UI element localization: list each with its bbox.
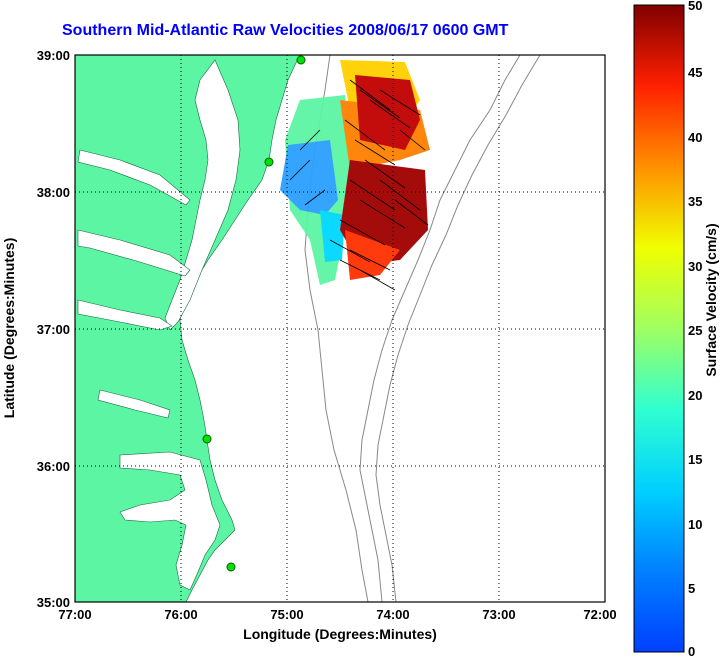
- x-tick-label: 75:00: [270, 607, 303, 622]
- colorbar-label: Surface Velocity (cm/s): [703, 223, 719, 376]
- radar-site-marker: [296, 55, 306, 65]
- velocity-vectors: [289, 79, 429, 291]
- y-tick-label: 38:00: [37, 185, 70, 200]
- colorbar-tick: 25: [688, 323, 702, 338]
- colorbar-tick: 45: [688, 65, 702, 80]
- colorbar-tick: 40: [688, 130, 702, 145]
- colorbar-tick: 50: [688, 0, 702, 13]
- x-tick-label: 72:00: [583, 607, 616, 622]
- colorbar-tick: 15: [688, 452, 702, 467]
- x-tick-label: 74:00: [376, 607, 409, 622]
- colorbar-tick: 5: [688, 581, 695, 596]
- colorbar-tick: 0: [688, 644, 695, 659]
- y-tick-labels: 39:00 38:00 37:00 36:00 35:00: [37, 48, 70, 610]
- y-tick-label: 39:00: [37, 48, 70, 63]
- colorbar: [633, 4, 685, 653]
- colorbar-tick-labels: 50 45 40 35 30 25 20 15 10 5 0: [688, 0, 702, 659]
- x-axis-label: Longitude (Degrees:Minutes): [243, 626, 437, 642]
- plot-frame: [74, 54, 606, 603]
- y-axis-label: Latitude (Degrees:Minutes): [1, 238, 17, 418]
- chesapeake-bay: [164, 59, 241, 331]
- colorbar-tick: 35: [688, 194, 702, 209]
- x-tick-label: 73:00: [482, 607, 515, 622]
- radar-site-marker: [264, 157, 274, 167]
- x-tick-label: 77:00: [58, 607, 91, 622]
- colorbar-tick: 30: [688, 259, 702, 274]
- radar-site-marker: [226, 562, 236, 572]
- colorbar-tick: 20: [688, 388, 702, 403]
- velocity-field: [280, 60, 430, 285]
- x-tick-label: 76:00: [164, 607, 197, 622]
- colorbar-tick: 10: [688, 517, 702, 532]
- pamlico-sound: [119, 451, 221, 591]
- y-tick-label: 37:00: [37, 322, 70, 337]
- hf-radar-sites: [202, 55, 306, 572]
- map-title: Southern Mid-Atlantic Raw Velocities 200…: [62, 22, 509, 39]
- radar-site-marker: [202, 434, 212, 444]
- x-tick-labels: 77:00 76:00 75:00 74:00 73:00 72:00: [58, 607, 616, 622]
- y-tick-label: 35:00: [37, 595, 70, 610]
- y-tick-label: 36:00: [37, 459, 70, 474]
- grid-lines: [75, 55, 605, 602]
